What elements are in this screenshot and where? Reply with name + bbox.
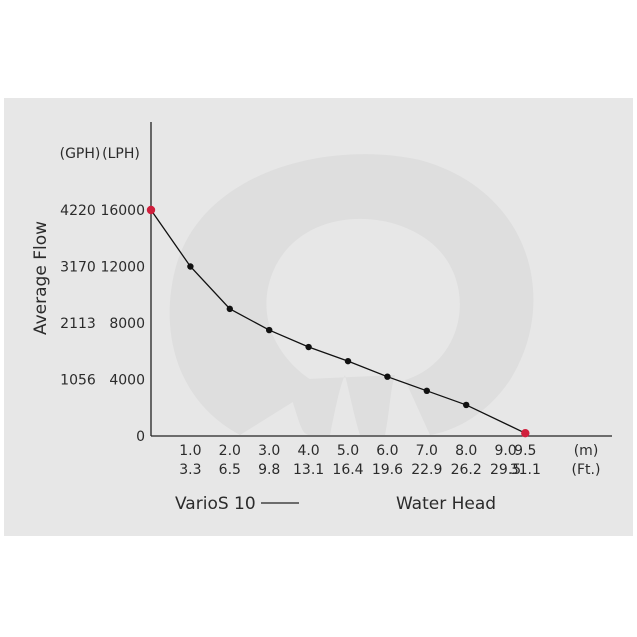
xtick-ft-label: 13.1 [293,462,324,478]
watermark-tentacles [285,375,395,435]
watermark-logo [169,154,534,435]
ytick-lph-label: 8000 [109,316,145,332]
data-point [187,263,194,270]
xtick-ft-label: 9.8 [258,462,280,478]
xtick-ft-label: 22.9 [411,462,442,478]
ytick-gph-label: 1056 [60,373,96,389]
data-point-highlight [146,205,156,215]
xtick-m-label: 9.0 [494,443,516,459]
ytick-gph-label: 3170 [60,260,96,276]
data-point [384,373,391,380]
xtick-m-label: 6.0 [376,443,398,459]
xtick-ft-label: 3.3 [179,462,201,478]
xtick-ft-label: 26.2 [451,462,482,478]
xtick-m-label: 8.0 [455,443,477,459]
data-point [423,387,430,394]
data-point [266,326,273,334]
xtick-m-label: 9.5 [514,443,536,459]
data-point [226,305,233,313]
xtick-m-label: 4.0 [297,443,319,459]
xtick-ft-label: 16.4 [332,462,363,478]
xtick-m-label: 7.0 [416,443,438,459]
ytick-lph-label: 0 [136,429,145,445]
data-point [463,401,470,409]
xtick-m-label: 3.0 [258,443,280,459]
y-unit-gph: (GPH) [60,146,101,162]
x-unit-m: (m) [574,443,599,459]
xtick-ft-label: 29.5 [490,462,521,478]
x-unit-ft: (Ft.) [572,462,601,478]
xtick-m-label: 1.0 [179,443,201,459]
ytick-lph-label: 4000 [109,373,145,389]
ytick-gph-label: 4220 [60,203,96,219]
ytick-lph-label: 16000 [100,203,145,219]
ytick-lph-label: 12000 [100,260,145,276]
watermark-ring [169,154,534,435]
ytick-gph-label: 2113 [60,316,96,332]
data-point [344,357,352,365]
xtick-ft-label: 19.6 [372,462,403,478]
legend-label: VarioS 10 [175,494,256,514]
xtick-m-label: 5.0 [337,443,359,459]
data-point [305,343,312,351]
y-unit-lph: (LPH) [102,146,140,162]
xtick-ft-label: 6.5 [219,462,241,478]
series-line [150,209,526,434]
data-point-highlight [521,428,530,438]
y-axis-label: Average Flow [31,221,51,335]
x-axis-label: Water Head [396,494,496,514]
xtick-m-label: 2.0 [219,443,241,459]
xtick-ft-label: 31.1 [510,462,541,478]
